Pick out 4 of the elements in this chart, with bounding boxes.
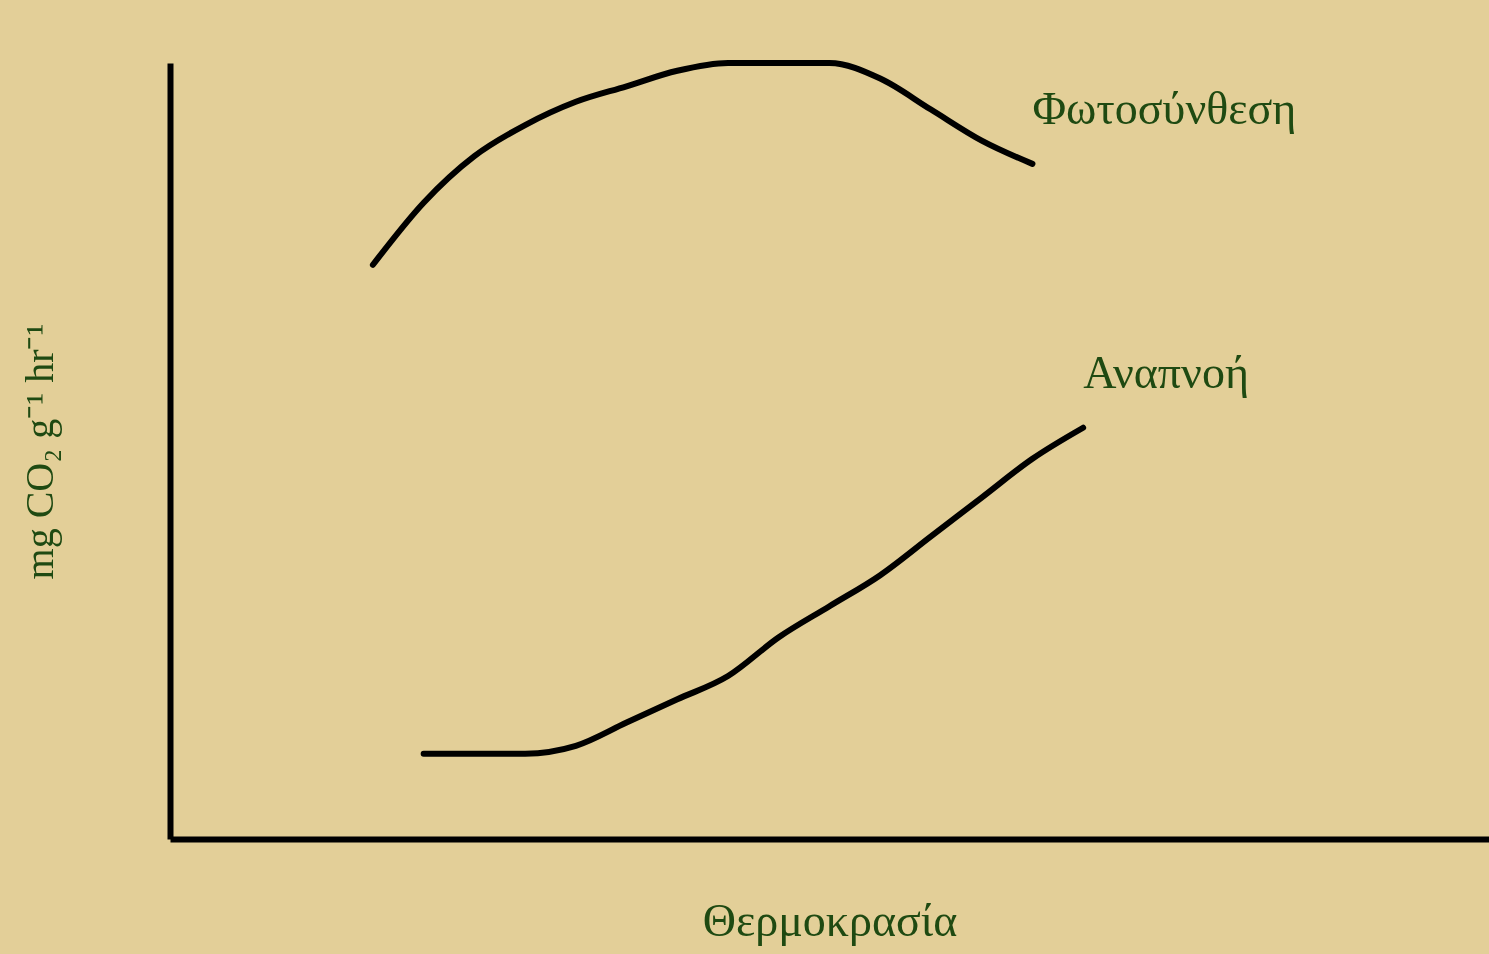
y-axis-title: mg CO₂ g⁻¹ hr⁻¹ [16, 323, 62, 580]
x-axis-title: Θερμοκρασία [702, 894, 958, 946]
series-label: Αναπνοή [1083, 346, 1249, 398]
series-label: Φωτοσύνθεση [1032, 82, 1297, 134]
